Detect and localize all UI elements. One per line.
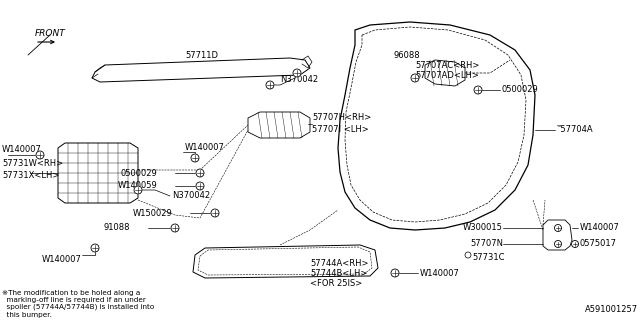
Text: 57707N: 57707N: [470, 239, 503, 249]
Text: W140059: W140059: [117, 181, 157, 190]
Circle shape: [91, 244, 99, 252]
Text: 57707H<RH>: 57707H<RH>: [312, 114, 371, 123]
Text: W150029: W150029: [132, 209, 172, 218]
Text: 57731C: 57731C: [472, 253, 504, 262]
Text: <FOR 25IS>: <FOR 25IS>: [310, 278, 362, 287]
Text: 0575017: 0575017: [580, 239, 617, 249]
Text: 57711D: 57711D: [185, 52, 218, 60]
Text: A591001257: A591001257: [585, 305, 638, 314]
Text: 0500029: 0500029: [120, 169, 157, 178]
Text: 57731W<RH>: 57731W<RH>: [2, 158, 63, 167]
Text: 57707I <LH>: 57707I <LH>: [312, 125, 369, 134]
Text: 57707AC<RH>: 57707AC<RH>: [415, 60, 479, 69]
Text: W140007: W140007: [2, 146, 42, 155]
Circle shape: [36, 151, 44, 159]
Circle shape: [411, 74, 419, 82]
Circle shape: [191, 154, 199, 162]
Circle shape: [554, 241, 561, 247]
Text: ‷57704A: ‷57704A: [557, 125, 594, 134]
Text: 91088: 91088: [104, 223, 130, 233]
Text: N370042: N370042: [172, 191, 210, 201]
Circle shape: [391, 269, 399, 277]
Circle shape: [134, 186, 142, 194]
Text: 57707AD<LH>: 57707AD<LH>: [415, 70, 479, 79]
Text: W140007: W140007: [420, 268, 460, 277]
Text: W140007: W140007: [185, 142, 225, 151]
Circle shape: [293, 69, 301, 77]
Circle shape: [196, 169, 204, 177]
Circle shape: [266, 81, 274, 89]
Text: 57744A<RH>: 57744A<RH>: [310, 259, 369, 268]
Text: 0500029: 0500029: [502, 85, 539, 94]
Circle shape: [554, 225, 561, 231]
Text: W300015: W300015: [463, 223, 503, 233]
Text: 96088: 96088: [393, 51, 420, 60]
Text: 57744B<LH>: 57744B<LH>: [310, 268, 367, 277]
Text: W140007: W140007: [42, 255, 82, 265]
Circle shape: [171, 224, 179, 232]
Circle shape: [474, 86, 482, 94]
Circle shape: [572, 241, 579, 247]
Circle shape: [196, 182, 204, 190]
Text: W140007: W140007: [580, 223, 620, 233]
Circle shape: [211, 209, 219, 217]
Text: ※The modification to be holed along a
  marking-off line is required if an under: ※The modification to be holed along a ma…: [2, 290, 154, 317]
Text: 57731X<LH>: 57731X<LH>: [2, 171, 60, 180]
Text: N370042: N370042: [280, 76, 318, 84]
Text: FRONT: FRONT: [35, 29, 66, 38]
